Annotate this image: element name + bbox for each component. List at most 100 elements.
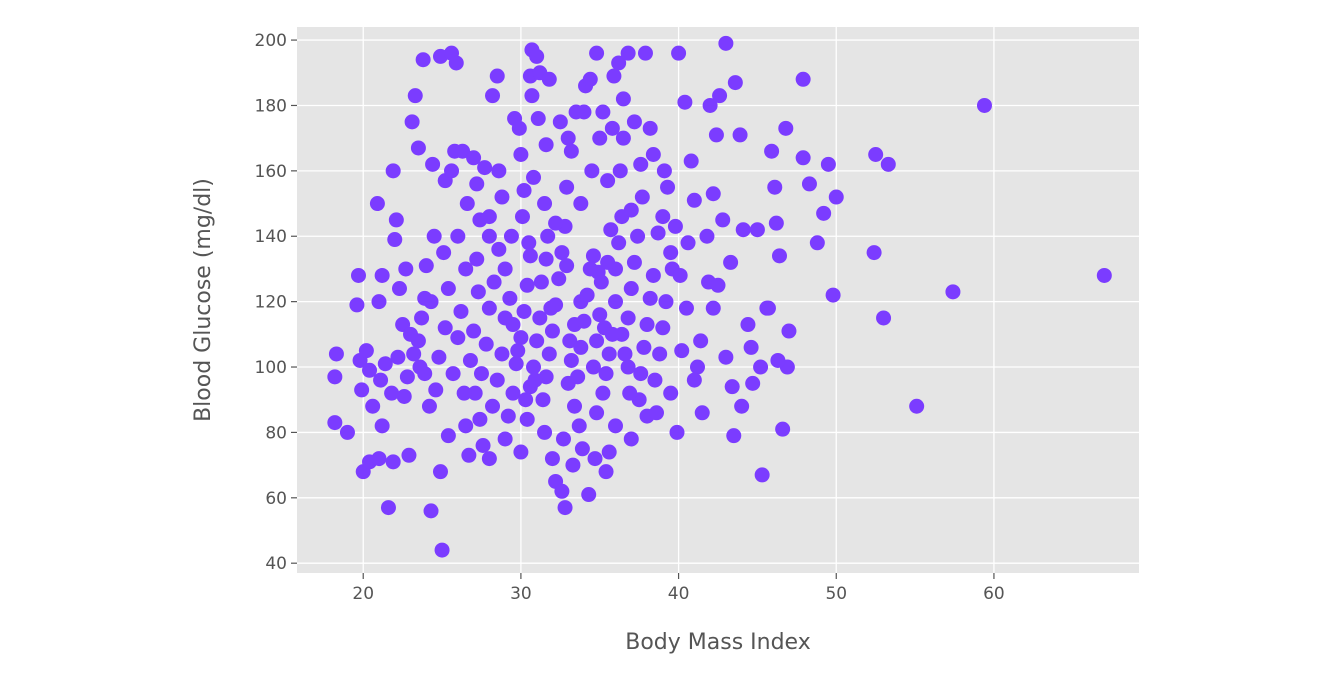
- data-point: [516, 182, 532, 198]
- data-point: [374, 418, 390, 434]
- data-point: [764, 143, 780, 159]
- data-point: [327, 369, 343, 385]
- data-point: [615, 130, 631, 146]
- data-point: [656, 163, 672, 179]
- data-point: [598, 366, 614, 382]
- data-point: [576, 313, 592, 329]
- y-tick-label: 200: [255, 31, 287, 51]
- data-point: [423, 503, 439, 519]
- data-point: [820, 156, 836, 172]
- data-point: [516, 303, 532, 319]
- data-point: [612, 163, 628, 179]
- data-point: [526, 359, 542, 375]
- data-point: [518, 392, 534, 408]
- data-point: [541, 71, 557, 87]
- data-point: [544, 451, 560, 467]
- data-point: [574, 441, 590, 457]
- data-point: [699, 228, 715, 244]
- data-point: [478, 336, 494, 352]
- data-point: [455, 143, 471, 159]
- data-point: [680, 235, 696, 251]
- data-point: [909, 398, 925, 414]
- data-point: [401, 447, 417, 463]
- data-point: [598, 464, 614, 480]
- data-point: [795, 71, 811, 87]
- data-point: [432, 464, 448, 480]
- data-point: [541, 346, 557, 362]
- data-point: [467, 385, 483, 401]
- data-point: [571, 418, 587, 434]
- data-point: [595, 385, 611, 401]
- data-point: [880, 156, 896, 172]
- data-point: [677, 94, 693, 110]
- x-tick-label: 50: [825, 584, 847, 604]
- data-point: [753, 359, 769, 375]
- data-point: [710, 277, 726, 293]
- data-point: [385, 454, 401, 470]
- data-point: [554, 483, 570, 499]
- data-point: [866, 245, 882, 261]
- data-point: [650, 225, 666, 241]
- x-ticks: 20 30 40 50 60: [352, 573, 1005, 604]
- data-point: [589, 405, 605, 421]
- data-point: [403, 326, 419, 342]
- data-point: [384, 385, 400, 401]
- data-point: [976, 97, 992, 113]
- data-point: [693, 333, 709, 349]
- data-point: [760, 300, 776, 316]
- data-point: [425, 156, 441, 172]
- data-point: [428, 382, 444, 398]
- data-point: [519, 411, 535, 427]
- data-point: [633, 156, 649, 172]
- data-point: [354, 382, 370, 398]
- data-point: [694, 405, 710, 421]
- data-point: [702, 97, 718, 113]
- data-point: [514, 209, 530, 225]
- data-point: [592, 307, 608, 323]
- data-point: [611, 235, 627, 251]
- data-point: [781, 323, 797, 339]
- data-point: [524, 88, 540, 104]
- data-point: [565, 457, 581, 473]
- data-points: [327, 35, 1112, 558]
- data-point: [481, 228, 497, 244]
- data-point: [593, 274, 609, 290]
- data-point: [532, 310, 548, 326]
- data-point: [655, 209, 671, 225]
- data-point: [469, 251, 485, 267]
- data-point: [552, 114, 568, 130]
- data-point: [743, 339, 759, 355]
- data-point: [712, 88, 728, 104]
- data-point: [745, 375, 761, 391]
- data-point: [660, 179, 676, 195]
- grid-lines: [297, 27, 1139, 573]
- data-point: [481, 300, 497, 316]
- data-point: [497, 431, 513, 447]
- data-point: [491, 241, 507, 257]
- y-tick-label: 160: [255, 162, 287, 182]
- data-point: [466, 323, 482, 339]
- data-point: [723, 254, 739, 270]
- data-point: [485, 88, 501, 104]
- data-point: [582, 71, 598, 87]
- data-point: [686, 192, 702, 208]
- data-point: [620, 359, 636, 375]
- data-point: [555, 431, 571, 447]
- data-point: [708, 127, 724, 143]
- data-point: [494, 346, 510, 362]
- data-point: [538, 137, 554, 153]
- data-point: [385, 163, 401, 179]
- data-point: [377, 356, 393, 372]
- data-point: [548, 297, 564, 313]
- data-point: [508, 356, 524, 372]
- data-point: [678, 300, 694, 316]
- data-point: [481, 451, 497, 467]
- data-point: [507, 111, 523, 127]
- data-point: [633, 366, 649, 382]
- data-point: [503, 228, 519, 244]
- data-point: [436, 245, 452, 261]
- data-point: [456, 385, 472, 401]
- data-point: [626, 114, 642, 130]
- data-point: [522, 248, 538, 264]
- x-axis-label: Body Mass Index: [625, 630, 810, 655]
